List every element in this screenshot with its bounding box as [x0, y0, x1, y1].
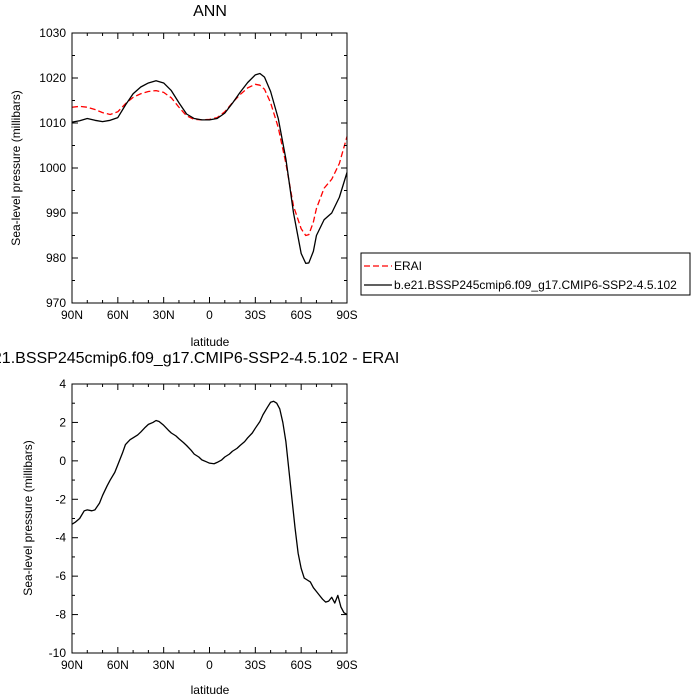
top-chart-x-tick-label: 90S [336, 308, 357, 322]
bottom-chart-y-tick-label: 4 [59, 377, 66, 391]
bottom-chart-x-tick-label: 90S [336, 658, 357, 672]
bottom-chart-y-tick-label: -2 [55, 492, 66, 506]
top-chart-y-tick-label: 1000 [39, 161, 66, 175]
top-chart-title: ANN [193, 3, 227, 20]
bottom-chart-x-tick-label: 30N [153, 658, 175, 672]
top-chart-x-tick-label: 0 [206, 308, 213, 322]
bottom-chart-y-tick-label: -6 [55, 569, 66, 583]
bottom-chart-y-axis-label: Sea-level pressure (millibars) [21, 440, 35, 595]
legend: ERAI b.e21.BSSP245cmip6.f09_g17.CMIP6-SS… [360, 252, 691, 296]
bottom-chart-x-tick-label: 60N [107, 658, 129, 672]
top-chart-y-tick-label: 1020 [39, 71, 66, 85]
bottom-chart-x-tick-label: 0 [206, 658, 213, 672]
bottom-chart-x-axis-label: latitude [191, 683, 230, 697]
top-chart-y-tick-label: 1010 [39, 116, 66, 130]
legend-label-erai: ERAI [394, 259, 422, 273]
bottom-chart-series-line-0 [71, 400, 348, 616]
bottom-chart-y-tick-label: -8 [55, 608, 66, 622]
top-chart-x-tick-label: 60S [290, 308, 311, 322]
top-chart-x-tick-label: 60N [107, 308, 129, 322]
bottom-chart-y-tick-label: 2 [59, 415, 66, 429]
top-chart-x-tick-label: 90N [61, 308, 83, 322]
bottom-chart: b.e21.BSSP245cmip6.f09_g17.CMIP6-SSP2-4.… [0, 350, 399, 697]
top-chart-y-tick-label: 980 [46, 251, 66, 265]
bottom-chart-y-tick-label: -4 [55, 531, 66, 545]
legend-box [360, 252, 691, 296]
top-chart-x-tick-label: 30N [153, 308, 175, 322]
top-chart-series-line-1 [71, 72, 348, 265]
top-chart-plot-frame [71, 32, 348, 304]
top-chart-y-tick-label: 990 [46, 206, 66, 220]
bottom-chart-title: b.e21.BSSP245cmip6.f09_g17.CMIP6-SSP2-4.… [0, 350, 399, 367]
top-chart-x-axis-label: latitude [191, 335, 230, 349]
legend-label-model: b.e21.BSSP245cmip6.f09_g17.CMIP6-SSP2-4.… [394, 278, 677, 292]
top-chart-series-line-0 [71, 83, 348, 237]
bottom-chart-x-tick-label: 30S [245, 658, 266, 672]
bottom-chart-y-tick-label: -10 [49, 646, 67, 660]
bottom-chart-y-tick-label: 0 [59, 454, 66, 468]
top-chart: ANN Sea-level pressure (millibars) latit… [9, 3, 358, 349]
bottom-chart-x-tick-label: 90N [61, 658, 83, 672]
bottom-chart-plot-frame [71, 383, 348, 654]
bottom-chart-x-tick-label: 60S [290, 658, 311, 672]
top-chart-y-tick-label: 970 [46, 296, 66, 310]
top-chart-x-tick-label: 30S [245, 308, 266, 322]
top-chart-y-tick-label: 1030 [39, 26, 66, 40]
top-chart-y-axis-label: Sea-level pressure (millibars) [9, 90, 23, 245]
